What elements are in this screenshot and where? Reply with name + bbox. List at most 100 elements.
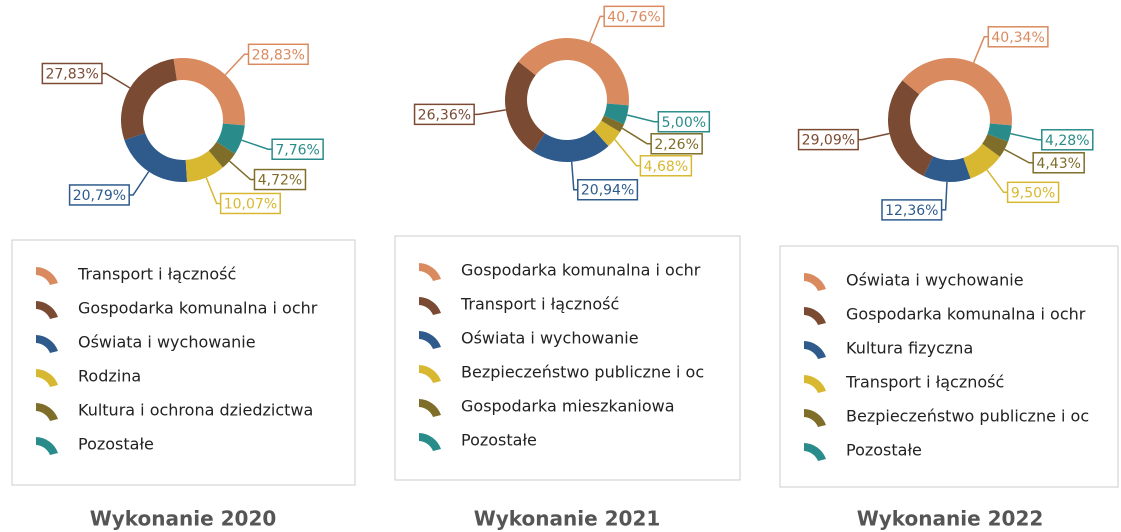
legend-label: Gospodarka komunalna i ochr [846, 305, 1086, 324]
legend-icon [804, 273, 826, 291]
pie-segment [987, 123, 1012, 142]
data-label: 40,76% [607, 9, 660, 25]
leader-line [228, 160, 255, 181]
leader-line [986, 169, 1008, 194]
legend: Gospodarka komunalna i ochr Transport i ł… [419, 261, 704, 451]
leader-line [570, 161, 578, 191]
pie-segment [532, 129, 609, 162]
pie-segment [603, 103, 629, 125]
legend-label: Kultura i ochrona dziedzictwa [78, 401, 313, 420]
legend-label: Bezpieczeństwo publiczne i oc [461, 363, 704, 382]
data-label: 4,68% [644, 159, 688, 175]
legend-icon [804, 341, 826, 359]
legend-icon [36, 369, 58, 387]
leader-line [1004, 148, 1034, 164]
legend-label: Pozostałe [78, 435, 154, 454]
legend-label: Pozostałe [461, 431, 537, 450]
legend-label: Rodzina [78, 367, 141, 386]
legend-icon [36, 267, 58, 285]
leader-line [224, 53, 249, 76]
data-label: 4,72% [258, 173, 302, 189]
leader-line [474, 109, 506, 116]
data-label: 9,50% [1011, 185, 1055, 201]
data-label: 10,07% [224, 196, 277, 212]
data-label: 4,28% [1045, 133, 1089, 149]
data-label: 20,79% [73, 188, 126, 204]
legend: Transport i łączność Gospodarka komunalna… [36, 265, 318, 455]
data-label-box [1041, 129, 1094, 151]
legend-label: Transport i łączność [845, 373, 1004, 392]
legend-icon [419, 365, 441, 383]
pie-chart: 40,76% 26,36% 20,94% 4,68% 2,26% 5,00% Gospoda… [394, 5, 741, 531]
legend-icon [804, 409, 826, 427]
leader-line [241, 139, 273, 151]
data-label-box [413, 103, 475, 126]
legend-label: Gospodarka komunalna i ochr [461, 261, 701, 280]
pie-segment [963, 143, 1000, 179]
pie-segment [923, 156, 971, 182]
leader-line [941, 181, 948, 211]
legend-icon [804, 443, 826, 461]
legend-icon [419, 433, 441, 451]
legend-box [779, 245, 1119, 488]
chart-title: Wykonanie 2020 [90, 507, 277, 531]
chart-title: Wykonanie 2021 [474, 507, 661, 531]
leader-line [621, 127, 652, 145]
chart-title: Wykonanie 2022 [857, 507, 1044, 531]
data-label: 4,43% [1036, 156, 1080, 172]
legend-icon [36, 403, 58, 421]
data-label-box [253, 168, 307, 191]
legend-icon [804, 307, 826, 325]
leader-line [101, 72, 131, 89]
legend-box [11, 239, 356, 486]
legend-label: Oświata i wychowanie [78, 333, 256, 352]
pie-segment [518, 37, 629, 106]
pie-segment [601, 115, 625, 133]
legend-label: Pozostałe [846, 441, 922, 460]
data-label-box [1006, 181, 1060, 204]
leader-line [205, 177, 221, 205]
data-label: 29,09% [802, 133, 855, 149]
data-label-box [650, 133, 703, 155]
data-label-box [797, 128, 859, 151]
data-label-box [41, 62, 103, 85]
leader-line [589, 15, 605, 43]
pie-segment [121, 58, 177, 141]
data-label-box [657, 111, 711, 133]
data-label-box [577, 178, 639, 201]
data-label-box [1032, 152, 1085, 174]
legend-icon [804, 375, 826, 393]
leader-line [129, 171, 150, 196]
leader-line [614, 139, 641, 167]
pie-chart: 28,83% 27,83% 20,79% 10,07% 4,72% 7,76% Transp… [11, 43, 356, 531]
pie-segment [982, 133, 1009, 157]
legend-label: Transport i łączność [77, 265, 236, 284]
leader-line [1010, 132, 1042, 141]
pie-segment [216, 123, 245, 154]
legend-label: Oświata i wychowanie [461, 329, 639, 348]
legend-label: Bezpieczeństwo publiczne i oc [846, 407, 1089, 426]
data-label: 27,83% [45, 66, 98, 82]
data-label-box [603, 5, 665, 28]
legend-box [394, 235, 741, 481]
pie-segment [505, 61, 545, 152]
data-label: 7,76% [275, 142, 319, 158]
data-label-box [219, 192, 281, 215]
legend-label: Gospodarka mieszkaniowa [461, 397, 675, 416]
data-label-box [68, 184, 130, 206]
pie-segment [173, 58, 245, 126]
legend-icon [419, 331, 441, 349]
legend-icon [419, 297, 441, 315]
leader-line [858, 132, 890, 141]
legend-icon [36, 335, 58, 353]
data-label: 40,34% [991, 30, 1044, 46]
data-label: 2,26% [654, 137, 698, 153]
data-label-box [881, 199, 943, 221]
data-label-box [247, 43, 309, 66]
pie-segment [208, 141, 236, 168]
legend-icon [36, 437, 58, 455]
legend-label: Kultura fizyczna [846, 339, 973, 358]
data-label-box [639, 155, 693, 177]
legend: Oświata i wychowanie Gospodarka komunalna… [804, 271, 1089, 461]
leader-line [972, 36, 989, 63]
